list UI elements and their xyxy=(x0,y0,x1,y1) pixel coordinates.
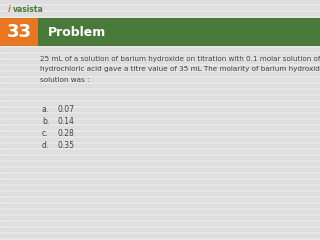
Bar xyxy=(0,60,320,63)
Bar xyxy=(0,132,320,135)
Bar xyxy=(0,48,320,51)
Text: hydrochloric acid gave a titre value of 35 mL The molarity of barium hydroxide: hydrochloric acid gave a titre value of … xyxy=(40,66,320,72)
Bar xyxy=(0,162,320,165)
Bar xyxy=(0,180,320,183)
Bar xyxy=(0,54,320,57)
Text: 33: 33 xyxy=(6,23,31,41)
Bar xyxy=(0,228,320,231)
Text: d.: d. xyxy=(42,141,49,150)
Bar xyxy=(0,192,320,195)
Bar xyxy=(0,126,320,129)
Text: 0.35: 0.35 xyxy=(57,141,74,150)
Text: i: i xyxy=(8,6,11,14)
Bar xyxy=(0,102,320,105)
Bar xyxy=(0,204,320,207)
Text: c.: c. xyxy=(42,129,49,138)
Bar xyxy=(0,18,38,46)
Text: 0.14: 0.14 xyxy=(57,117,74,126)
Bar xyxy=(0,186,320,189)
Bar xyxy=(0,6,320,9)
Bar xyxy=(0,18,320,46)
Text: b.: b. xyxy=(42,117,49,126)
Bar xyxy=(0,108,320,111)
Bar xyxy=(0,168,320,171)
Bar xyxy=(0,36,320,39)
Bar xyxy=(0,234,320,237)
Bar xyxy=(0,120,320,123)
Bar xyxy=(0,30,320,33)
Text: a.: a. xyxy=(42,105,49,114)
Bar xyxy=(0,66,320,69)
Bar xyxy=(0,12,320,15)
Bar xyxy=(0,210,320,213)
Text: 0.28: 0.28 xyxy=(57,129,74,138)
Bar xyxy=(0,144,320,147)
Bar xyxy=(0,198,320,201)
Bar xyxy=(0,156,320,159)
Bar xyxy=(0,24,320,27)
Bar xyxy=(0,0,320,3)
Bar xyxy=(0,78,320,81)
Text: Problem: Problem xyxy=(48,25,106,38)
Text: vasista: vasista xyxy=(13,6,44,14)
Bar xyxy=(0,42,320,45)
Bar xyxy=(0,90,320,93)
Text: 0.07: 0.07 xyxy=(57,105,74,114)
Bar xyxy=(0,18,320,21)
Text: solution was :: solution was : xyxy=(40,77,90,83)
Bar xyxy=(0,150,320,153)
Text: 25 mL of a solution of barium hydroxide on titration with 0.1 molar solution of: 25 mL of a solution of barium hydroxide … xyxy=(40,56,320,62)
Bar xyxy=(0,114,320,117)
Bar xyxy=(0,96,320,99)
Bar xyxy=(0,138,320,141)
Bar xyxy=(0,72,320,75)
Bar xyxy=(0,216,320,219)
Bar xyxy=(0,84,320,87)
Bar xyxy=(0,174,320,177)
Bar xyxy=(0,222,320,225)
